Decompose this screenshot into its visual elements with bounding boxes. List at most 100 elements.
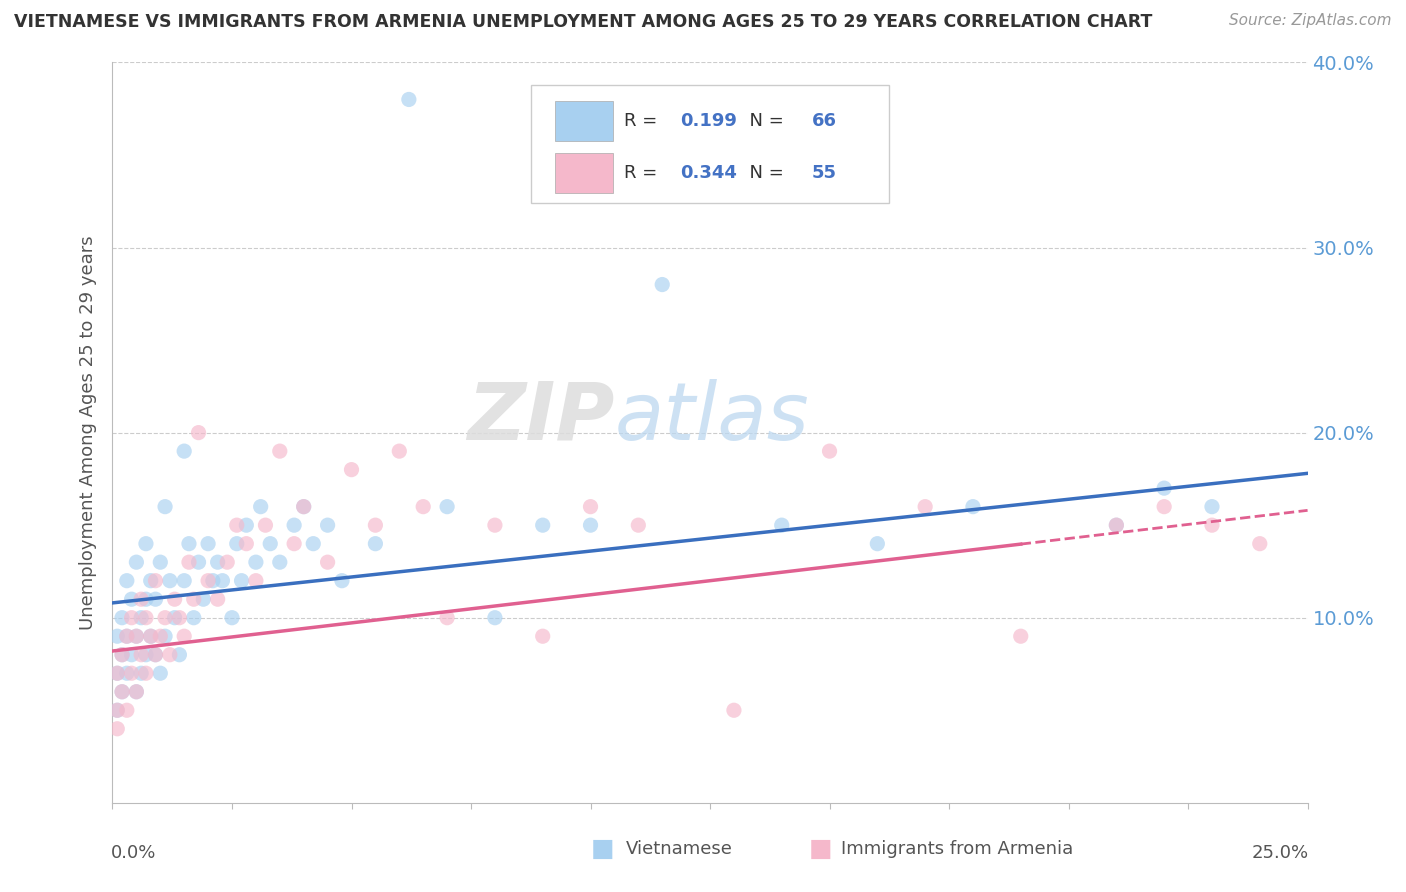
Immigrants from Armenia [254,518,277,533]
Immigrants from Armenia [364,518,387,533]
Immigrants from Armenia [105,666,128,681]
Vietnamese [231,574,253,588]
Vietnamese [201,574,224,588]
FancyBboxPatch shape [531,85,890,203]
Vietnamese [183,610,205,624]
Vietnamese [153,629,176,643]
Vietnamese [115,666,138,681]
FancyBboxPatch shape [554,101,613,141]
Text: VIETNAMESE VS IMMIGRANTS FROM ARMENIA UNEMPLOYMENT AMONG AGES 25 TO 29 YEARS COR: VIETNAMESE VS IMMIGRANTS FROM ARMENIA UN… [14,13,1153,31]
Vietnamese [105,666,128,681]
Immigrants from Armenia [207,592,229,607]
Immigrants from Armenia [340,462,363,476]
Immigrants from Armenia [316,555,339,569]
Text: 0.344: 0.344 [681,164,737,182]
Immigrants from Armenia [914,500,936,514]
Vietnamese [579,518,602,533]
Vietnamese [173,574,195,588]
Immigrants from Armenia [627,518,650,533]
Immigrants from Armenia [1153,500,1175,514]
Vietnamese [531,518,554,533]
Vietnamese [330,574,353,588]
Immigrants from Armenia [1105,518,1128,533]
Immigrants from Armenia [135,666,157,681]
Immigrants from Armenia [149,629,172,643]
Vietnamese [153,500,176,514]
Vietnamese [292,500,315,514]
Vietnamese [187,555,209,569]
Vietnamese [225,536,247,550]
Immigrants from Armenia [388,444,411,458]
Immigrants from Armenia [159,648,181,662]
Immigrants from Armenia [145,648,167,662]
Immigrants from Armenia [292,500,315,514]
Vietnamese [770,518,793,533]
Text: Immigrants from Armenia: Immigrants from Armenia [841,840,1073,858]
Immigrants from Armenia [111,648,134,662]
Text: Source: ZipAtlas.com: Source: ZipAtlas.com [1229,13,1392,29]
Text: ■: ■ [591,838,614,861]
Text: 55: 55 [811,164,837,182]
Immigrants from Armenia [235,536,257,550]
Vietnamese [145,648,167,662]
Immigrants from Armenia [436,610,458,624]
Vietnamese [197,536,219,550]
Immigrants from Armenia [145,574,167,588]
Vietnamese [269,555,291,569]
Immigrants from Armenia [269,444,291,458]
Immigrants from Armenia [111,685,134,699]
Immigrants from Armenia [173,629,195,643]
Immigrants from Armenia [115,703,138,717]
Immigrants from Armenia [121,666,143,681]
Vietnamese [316,518,339,533]
Vietnamese [111,648,134,662]
Immigrants from Armenia [129,592,152,607]
Immigrants from Armenia [139,629,162,643]
Text: R =: R = [624,112,664,130]
Immigrants from Armenia [245,574,267,588]
Immigrants from Armenia [177,555,200,569]
Vietnamese [235,518,257,533]
Vietnamese [364,536,387,550]
Vietnamese [149,555,172,569]
Vietnamese [125,555,148,569]
Vietnamese [211,574,233,588]
Vietnamese [177,536,200,550]
Text: 25.0%: 25.0% [1251,844,1309,862]
Immigrants from Armenia [105,703,128,717]
Immigrants from Armenia [818,444,841,458]
Text: ■: ■ [808,838,832,861]
Vietnamese [1105,518,1128,533]
Text: atlas: atlas [614,379,810,457]
Vietnamese [302,536,325,550]
Immigrants from Armenia [484,518,506,533]
Vietnamese [398,92,420,106]
Vietnamese [145,592,167,607]
Vietnamese [125,685,148,699]
Vietnamese [115,629,138,643]
Vietnamese [135,648,157,662]
Vietnamese [111,610,134,624]
Vietnamese [121,592,143,607]
Immigrants from Armenia [125,685,148,699]
Text: ZIP: ZIP [467,379,614,457]
Vietnamese [169,648,191,662]
Vietnamese [1201,500,1223,514]
Vietnamese [193,592,215,607]
Immigrants from Armenia [283,536,305,550]
Vietnamese [149,666,172,681]
Vietnamese [125,629,148,643]
Vietnamese [115,574,138,588]
Text: 0.0%: 0.0% [111,844,156,862]
Vietnamese [651,277,673,292]
Text: Vietnamese: Vietnamese [626,840,733,858]
Immigrants from Armenia [412,500,434,514]
Immigrants from Armenia [187,425,209,440]
Vietnamese [159,574,181,588]
Vietnamese [249,500,271,514]
Immigrants from Armenia [197,574,219,588]
Vietnamese [245,555,267,569]
Vietnamese [111,685,134,699]
Immigrants from Armenia [723,703,745,717]
Immigrants from Armenia [163,592,186,607]
